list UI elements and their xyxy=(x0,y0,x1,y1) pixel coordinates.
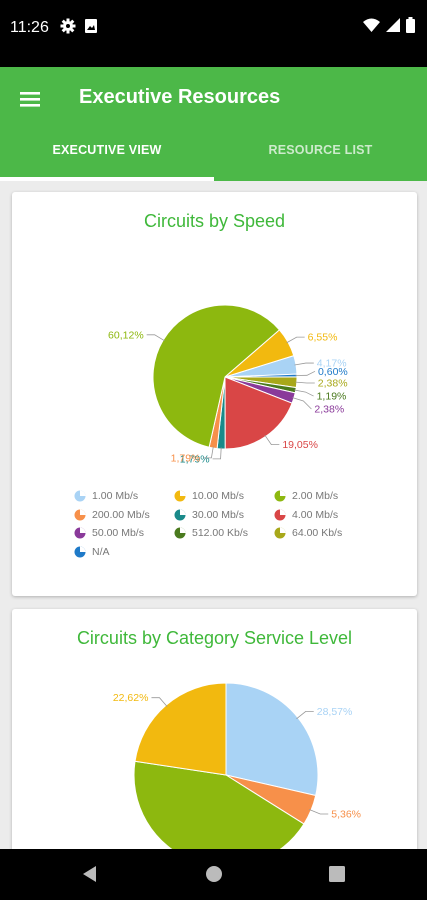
legend-pie-icon xyxy=(174,509,186,520)
wifi-icon xyxy=(363,18,380,32)
navigation-bar xyxy=(0,849,427,900)
speed-pie-chart: 4,17%0,60%2,38%1,19%2,38%19,05%1,79%1,79… xyxy=(108,304,348,465)
pie-slice xyxy=(134,682,227,776)
legend-label: 200.00 Mb/s xyxy=(92,508,150,521)
pie-data-label: 1,19% xyxy=(317,391,347,403)
pie-label-leader xyxy=(146,334,165,342)
legend-pie-icon xyxy=(74,546,86,557)
cell-signal-icon xyxy=(386,18,400,32)
service-level-chart-title: Circuits by Category Service Level xyxy=(76,628,353,648)
legend-item: 512.00 Kb/s xyxy=(174,527,248,539)
app-bar: Executive Resources EXECUTIVE VIEW RESOU… xyxy=(0,67,427,181)
pie-data-label: 19,05% xyxy=(282,439,318,451)
recents-icon[interactable] xyxy=(325,862,349,886)
legend-item: 64.00 Kb/s xyxy=(274,527,342,539)
pie-data-label: 2,38% xyxy=(314,404,344,416)
pie-data-label: 5,36% xyxy=(331,809,361,821)
back-icon[interactable] xyxy=(78,862,102,886)
speed-chart-card: Circuits by Speed 4,17% 0,60% 2,38% 1,19% 2,… xyxy=(12,192,417,596)
legend-item: 30.00 Mb/s xyxy=(174,509,244,521)
pie-label-leader xyxy=(296,711,314,720)
pie-label-leader xyxy=(294,362,314,366)
status-time: 11:26 xyxy=(10,19,49,36)
legend-label: 50.00 Mb/s xyxy=(92,527,144,539)
pie-label-leader xyxy=(295,370,316,376)
speed-chart-title: Circuits by Speed xyxy=(143,211,286,231)
tab-resource-list[interactable]: RESOURCE LIST xyxy=(268,143,373,157)
battery-icon xyxy=(406,17,415,33)
pie-label-leader xyxy=(151,697,168,707)
legend-item: 1.00 Mb/s xyxy=(74,490,138,502)
home-icon[interactable] xyxy=(202,862,226,886)
service-level-chart-card: Circuits by Category Service Level 28,57… xyxy=(12,609,417,849)
legend-item: 50.00 Mb/s xyxy=(74,527,144,539)
legend-item: 4.00 Mb/s xyxy=(274,509,338,521)
pie-label-leader xyxy=(294,389,314,397)
pie-data-label: 28,57% xyxy=(317,706,353,718)
legend-pie-icon xyxy=(274,527,286,539)
pie-data-label: 1,79% xyxy=(180,453,210,465)
page-title: Executive Resources xyxy=(79,86,281,108)
pie-data-label: 4,17% xyxy=(317,358,347,370)
legend-label: 64.00 Kb/s xyxy=(292,527,343,539)
legend-label: 10.00 Mb/s xyxy=(192,490,244,502)
pie-slice xyxy=(133,760,305,849)
legend-pie-icon xyxy=(274,509,286,520)
pie-label-leader xyxy=(212,447,222,460)
legend-pie-icon xyxy=(174,527,186,539)
pie-data-label: 22,62% xyxy=(113,692,149,704)
pie-label-leader xyxy=(295,381,315,384)
tab-indicator xyxy=(0,177,214,181)
pie-label-leader xyxy=(264,434,280,446)
menu-icon[interactable] xyxy=(18,87,44,111)
legend-label: 2.00 Mb/s xyxy=(292,490,339,502)
legend-item: N/A xyxy=(74,546,110,558)
legend-pie-icon xyxy=(74,509,86,520)
content-area[interactable]: Circuits by Speed 4,17% 0,60% 2,38% 1,19% 2,… xyxy=(0,181,427,849)
legend-label: 512.00 Kb/s xyxy=(192,527,249,539)
legend-item: 2.00 Mb/s xyxy=(274,490,338,502)
legend-pie-icon xyxy=(74,490,86,502)
pie-data-label: 2,38% xyxy=(318,377,348,389)
settings-icon xyxy=(60,18,76,34)
legend-label: 30.00 Mb/s xyxy=(192,508,244,521)
legend-label: N/A xyxy=(92,545,110,558)
pie-data-label: 1,79% xyxy=(171,452,201,464)
legend-label: 1.00 Mb/s xyxy=(92,490,139,502)
pie-data-label: 6,55% xyxy=(308,332,338,344)
pie-label-leader xyxy=(286,336,305,344)
legend-label: 4.00 Mb/s xyxy=(292,508,339,521)
legend-item: 10.00 Mb/s xyxy=(174,490,244,502)
pie-label-leader xyxy=(203,446,214,459)
legend-item: 200.00 Mb/s xyxy=(74,509,150,521)
image-notification-icon xyxy=(85,19,97,33)
legend-pie-icon xyxy=(274,490,286,502)
pie-label-leader xyxy=(309,809,329,815)
tab-executive-view[interactable]: EXECUTIVE VIEW xyxy=(52,143,162,157)
status-bar: 11:26 xyxy=(0,0,427,67)
pie-data-label: 60,12% xyxy=(108,329,144,341)
pie-data-label: 0,60% xyxy=(318,366,348,378)
legend-pie-icon xyxy=(74,527,86,539)
service-level-pie-chart: 28,57% 5,36% 22,62% xyxy=(113,682,361,849)
legend-pie-icon xyxy=(174,490,186,502)
pie-label-leader xyxy=(292,397,312,410)
